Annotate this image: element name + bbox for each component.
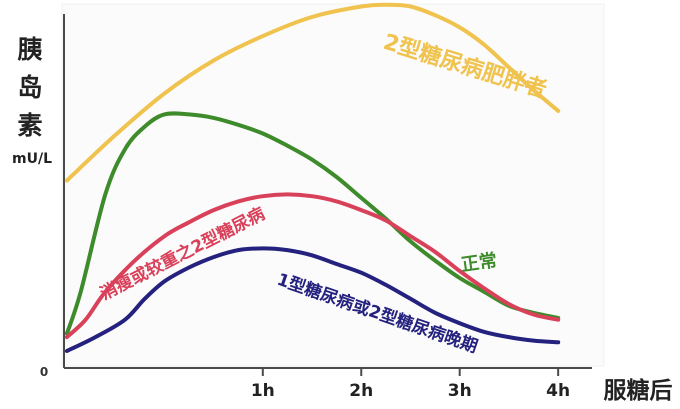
ylabel-line-2: 素 [17,111,42,140]
ylabel-line-1: 岛 [17,73,42,102]
series-line-type1 [64,246,561,353]
series-line-normal [64,111,561,336]
x-tick-label-4h: 4h [546,381,570,401]
ylabel-line-0: 胰 [17,35,42,64]
x-tick-label-3h: 3h [448,381,472,401]
series-lines [64,2,561,353]
ylabel-line-3: mU/L [12,151,52,167]
x-ticks: 1h 2h 3h 4h [251,368,570,401]
series-line-lean-type2 [64,192,561,340]
x-tick-label-2h: 2h [349,381,373,401]
series-label-normal: 正常 [460,249,499,276]
origin-label: 0 [40,365,48,379]
series-line-obese-type2 [64,2,561,183]
xlabel: 服糖后 [604,377,673,404]
x-tick-label-1h: 1h [251,381,275,401]
